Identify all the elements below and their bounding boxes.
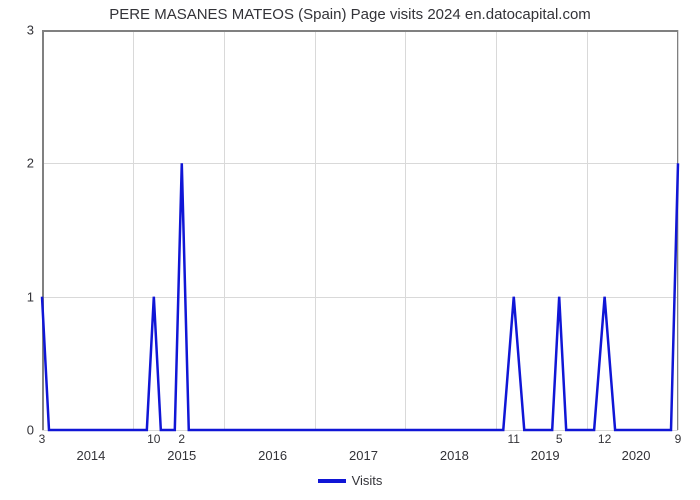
- x-tick-label: 2020: [622, 448, 651, 463]
- line-series: [42, 30, 678, 430]
- x-sub-label: 12: [598, 432, 611, 446]
- legend-label: Visits: [352, 473, 383, 488]
- x-sub-label: 10: [147, 432, 160, 446]
- y-tick-label: 1: [27, 289, 42, 304]
- x-tick-label: 2017: [349, 448, 378, 463]
- x-sub-label: 9: [675, 432, 682, 446]
- legend: Visits: [0, 472, 700, 488]
- gridline-v: [678, 30, 679, 430]
- y-tick-label: 2: [27, 156, 42, 171]
- x-tick-label: 2016: [258, 448, 287, 463]
- x-sub-label: 2: [178, 432, 185, 446]
- x-sub-label: 5: [556, 432, 563, 446]
- legend-swatch: [318, 479, 346, 483]
- chart-title: PERE MASANES MATEOS (Spain) Page visits …: [0, 6, 700, 23]
- plot-area: 0123201420152016201720182019202031021151…: [42, 30, 678, 430]
- x-sub-label: 3: [39, 432, 46, 446]
- visits-chart: PERE MASANES MATEOS (Spain) Page visits …: [0, 0, 700, 500]
- x-tick-label: 2015: [167, 448, 196, 463]
- x-tick-label: 2018: [440, 448, 469, 463]
- x-tick-label: 2019: [531, 448, 560, 463]
- x-tick-label: 2014: [76, 448, 105, 463]
- y-tick-label: 3: [27, 23, 42, 38]
- x-sub-label: 11: [508, 432, 520, 446]
